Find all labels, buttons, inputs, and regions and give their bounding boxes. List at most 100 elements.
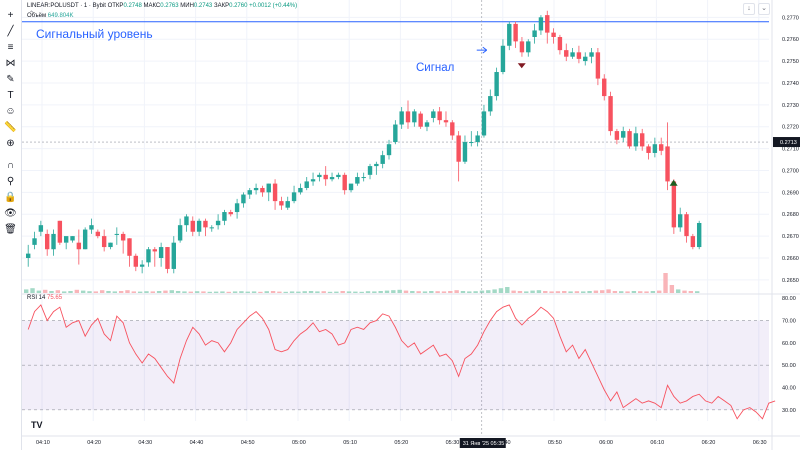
tradingview-logo[interactable]: TV [31, 420, 43, 430]
volume-bar [169, 290, 174, 293]
candle-body [602, 78, 607, 97]
volume-bar [384, 290, 390, 293]
candle-body [696, 222, 702, 248]
candle-body [374, 163, 379, 167]
close-value: 0.2760 [229, 3, 248, 9]
collapse-legend-icon[interactable]: ⌃ [29, 11, 35, 17]
candle-body [551, 32, 556, 38]
volume-bar [435, 291, 440, 293]
volume-bar [694, 291, 700, 293]
volume-bar [258, 291, 263, 293]
crosshair-time-tag: 31 Янв '25 05:35 [463, 441, 505, 447]
rsi-tick-label: 30.00 [782, 408, 796, 414]
volume-bar [638, 291, 643, 293]
volume-bar [74, 289, 80, 293]
time-tick-label: 04:20 [87, 440, 101, 446]
volume-bar [207, 291, 212, 293]
ruler-icon[interactable]: 📏 [4, 122, 17, 133]
volume-bar [245, 291, 250, 293]
drawing-toolbar: + ╱ ≡ ⋈ ✎ T ☺ 📏 ⊕ ∩ ⚲ 🔒 👁 🗑 [0, 0, 22, 450]
volume-bar [460, 291, 466, 293]
candle-body [589, 52, 594, 57]
emoji-icon[interactable]: ☺ [5, 106, 16, 117]
volume-bar [163, 290, 168, 293]
volume-bar [378, 291, 383, 293]
candle-body [475, 135, 480, 143]
volume-bar [682, 290, 687, 293]
candle-body [424, 122, 430, 127]
fib-icon[interactable]: ≡ [7, 42, 14, 53]
trendline-icon[interactable]: ╱ [7, 26, 14, 37]
candle-body [108, 242, 113, 248]
volume-bar [125, 290, 130, 293]
candle-body [329, 177, 335, 180]
volume-bar [251, 291, 257, 293]
volume-bar [87, 291, 92, 293]
chart-area[interactable]: 0.2770 0.2760 0.2750 0.2740 0.2730 0.2720 0.27… [22, 0, 800, 450]
dropdown-icon[interactable]: ⌄ [758, 3, 770, 15]
lock-draw-icon[interactable]: ⚲ [6, 176, 15, 187]
volume-bar [264, 291, 269, 293]
volume-bar [688, 291, 694, 293]
candle-body [355, 177, 360, 184]
symbol-legend: LINEAR:POLUSDT · 1 · Bybit ОТКР0.2748 МА… [27, 3, 297, 9]
time-tick-label: 05:20 [394, 440, 408, 446]
magnet-icon[interactable]: ∩ [6, 160, 15, 171]
price-tick-label: 0.2740 [782, 81, 799, 87]
candle-body [500, 45, 506, 73]
volume-bar [61, 291, 67, 293]
volume-bar [593, 290, 599, 293]
scroll-down-icon[interactable]: ↓ [743, 3, 755, 15]
volume-bar [606, 289, 611, 293]
symbol-title[interactable]: LINEAR:POLUSDT · 1 · Bybit [27, 3, 106, 9]
volume-bar [517, 291, 523, 293]
text-icon[interactable]: T [7, 90, 14, 101]
trash-icon[interactable]: 🗑 [4, 224, 17, 235]
price-tick-label: 0.2730 [782, 103, 799, 109]
volume-bar [562, 291, 567, 293]
pattern-icon[interactable]: ⋈ [5, 58, 16, 69]
candle-body [412, 111, 417, 123]
candle-body [570, 52, 575, 57]
signal-arrow-head [482, 46, 488, 54]
volume-bar [372, 291, 377, 293]
candle-body [127, 238, 132, 256]
time-tick-label: 06:30 [753, 440, 767, 446]
crosshair-icon[interactable]: + [7, 10, 14, 21]
price-tick-label: 0.2670 [782, 234, 799, 240]
volume-bar [340, 291, 345, 293]
rsi-tick-label: 50.00 [782, 363, 796, 369]
candle-body [203, 220, 208, 228]
volume-bar [441, 291, 447, 293]
chart-svg[interactable]: 0.2770 0.2760 0.2750 0.2740 0.2730 0.2720 0.27… [22, 0, 800, 450]
candle-body [671, 181, 677, 228]
lock-icon[interactable]: 🔒 [4, 192, 17, 203]
candle-body [70, 236, 75, 241]
candle-body [317, 174, 322, 178]
buy-marker-icon [669, 179, 678, 186]
candle-body [266, 183, 271, 193]
volume-bar [93, 291, 99, 293]
time-tick-label: 05:50 [548, 440, 562, 446]
time-tick-label: 04:50 [241, 440, 255, 446]
volume-bar [498, 288, 504, 293]
zoom-icon[interactable]: ⊕ [6, 138, 15, 149]
candle-body [336, 174, 341, 178]
eye-icon[interactable]: 👁 [4, 208, 17, 219]
volume-bar [118, 291, 124, 293]
candle-body [76, 242, 82, 250]
volume-bar [631, 291, 637, 293]
high-label: МАКС [143, 3, 161, 9]
candle-body [659, 144, 664, 151]
candle-body [114, 233, 120, 235]
volume-bar [182, 291, 187, 293]
time-tick-label: 06:20 [702, 440, 716, 446]
volume-bar [391, 290, 396, 293]
candle-body [576, 52, 582, 59]
brush-icon[interactable]: ✎ [6, 74, 15, 85]
volume-bar [422, 291, 428, 293]
candle-body [583, 56, 588, 62]
volume-bar [144, 291, 149, 293]
candle-body [526, 41, 531, 53]
candle-body [595, 52, 601, 79]
